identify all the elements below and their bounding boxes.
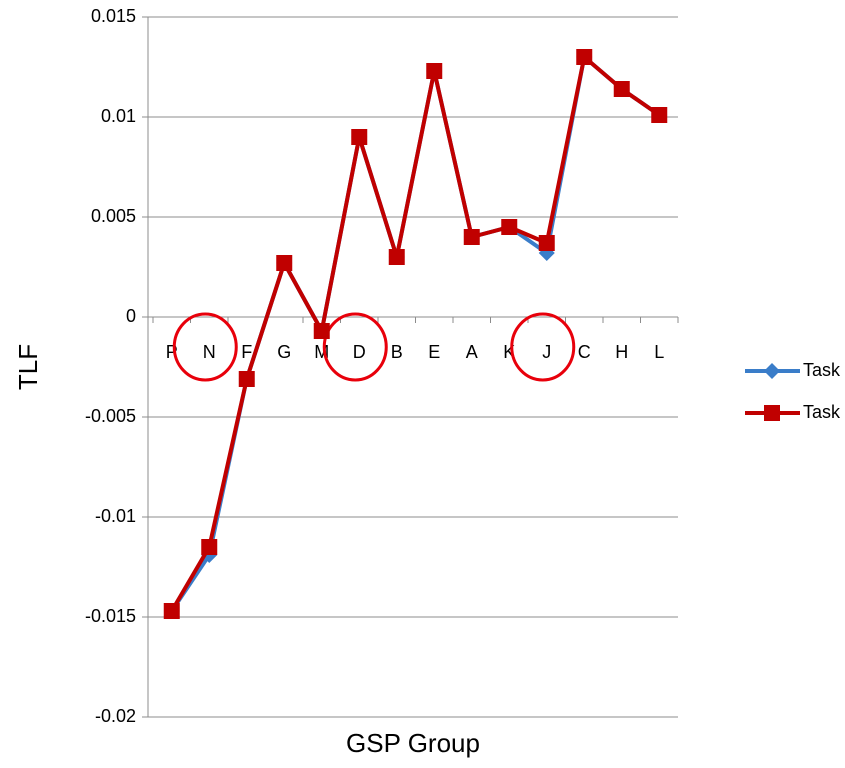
marker xyxy=(238,371,255,387)
marker xyxy=(651,107,668,123)
highlight-circle xyxy=(322,312,388,382)
marker xyxy=(426,63,443,79)
x-tick-label: B xyxy=(391,342,403,362)
marker xyxy=(764,363,780,379)
x-tick-label: H xyxy=(615,342,628,362)
highlight-circle xyxy=(510,312,576,382)
x-tick-label: D xyxy=(353,342,366,362)
x-tick-label: F xyxy=(241,342,252,362)
y-tick-label: 0 xyxy=(126,306,136,326)
x-tick-label: E xyxy=(428,342,440,362)
marker xyxy=(538,235,555,251)
y-tick-label: -0.02 xyxy=(95,706,136,726)
x-tick-label: L xyxy=(654,342,664,362)
y-tick-label: -0.01 xyxy=(95,506,136,526)
series-line xyxy=(170,55,661,613)
x-tick-label: N xyxy=(203,342,216,362)
x-axis-title: GSP Group xyxy=(346,728,480,758)
marker xyxy=(201,539,218,555)
legend-label: Task 1 xyxy=(803,360,845,380)
x-tick-label: A xyxy=(466,342,478,362)
marker xyxy=(388,249,405,265)
marker xyxy=(463,229,480,245)
marker xyxy=(501,219,518,235)
y-axis-title: TLF xyxy=(13,344,43,390)
x-tick-label: G xyxy=(277,342,291,362)
y-tick-label: 0.01 xyxy=(101,106,136,126)
y-tick-label: 0.015 xyxy=(91,6,136,26)
series-line xyxy=(170,55,661,613)
legend-label: Task 2 xyxy=(803,402,845,422)
marker xyxy=(613,81,630,97)
marker xyxy=(351,129,368,145)
y-tick-label: -0.005 xyxy=(85,406,136,426)
x-tick-label: J xyxy=(542,342,551,362)
marker xyxy=(163,603,180,619)
marker xyxy=(764,405,780,421)
y-tick-label: -0.015 xyxy=(85,606,136,626)
marker xyxy=(576,49,593,65)
marker xyxy=(276,255,293,271)
marker xyxy=(313,323,330,339)
x-tick-label: C xyxy=(578,342,591,362)
highlight-circle xyxy=(172,312,238,382)
y-tick-label: 0.005 xyxy=(91,206,136,226)
